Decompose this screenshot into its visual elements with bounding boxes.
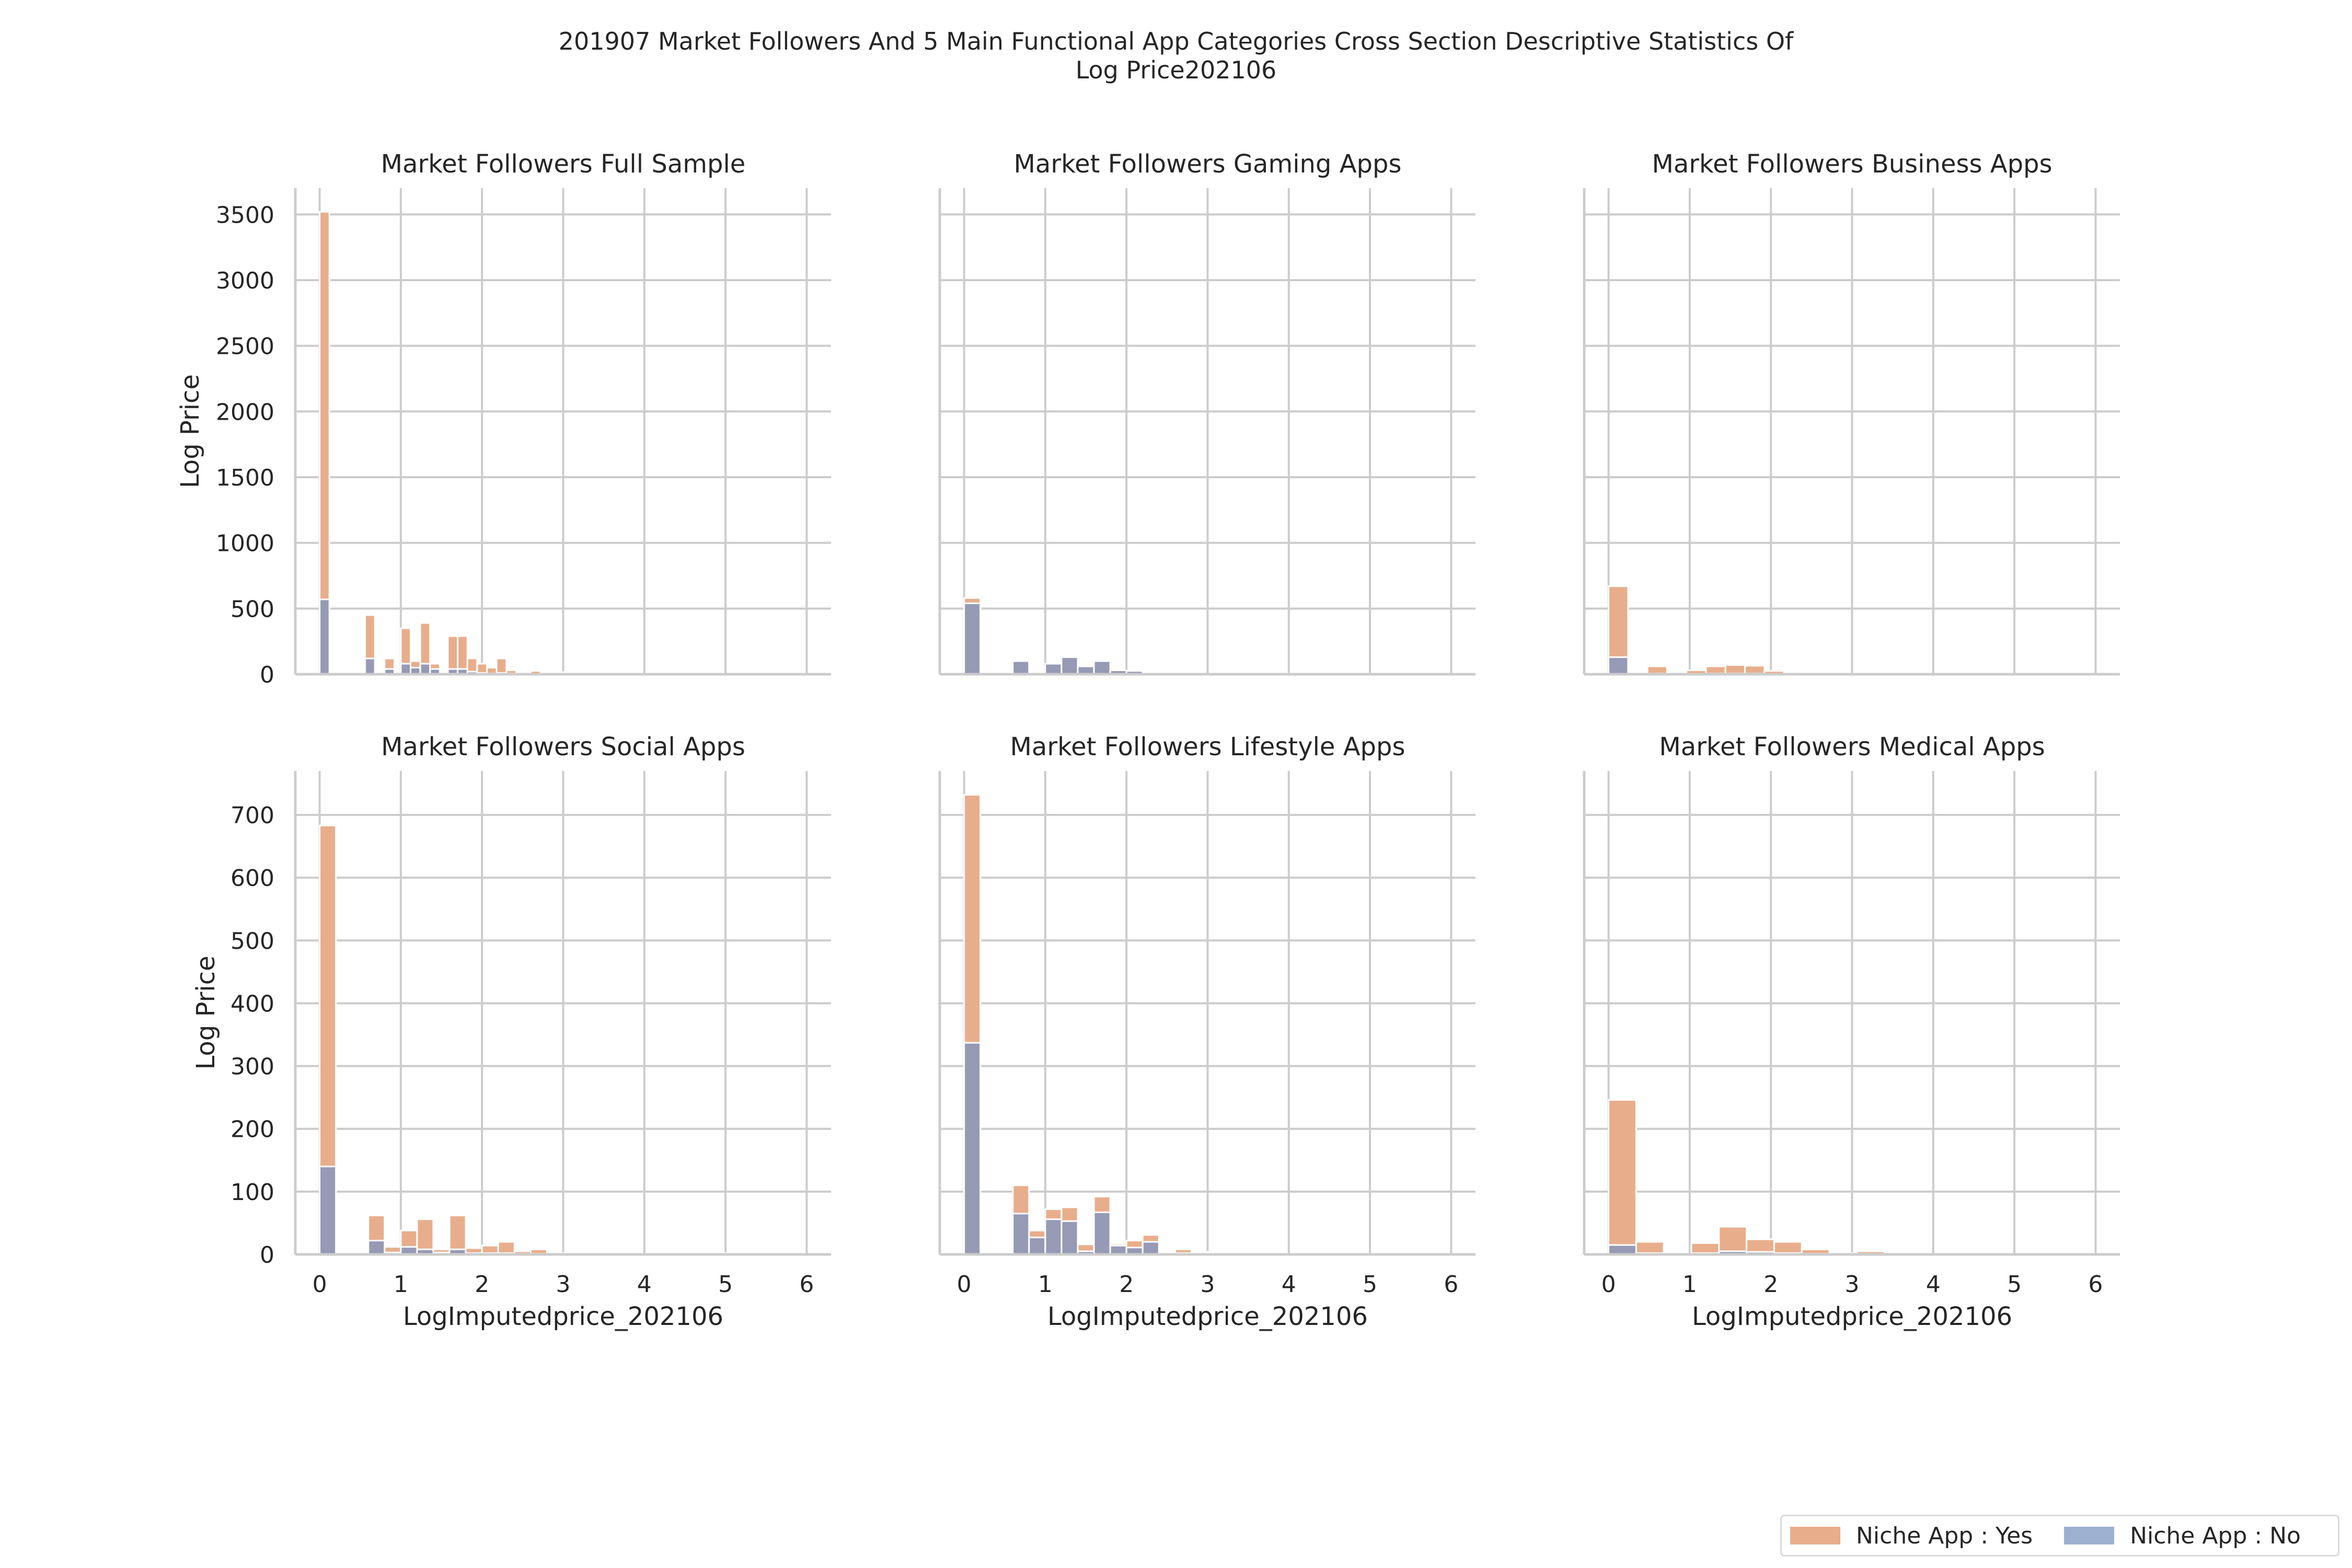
- legend-swatch-yes: [1790, 1527, 1840, 1544]
- legend-swatch-no: [2064, 1527, 2115, 1544]
- panel-4: Market Followers Social Apps010020030040…: [191, 732, 831, 1331]
- y-tick-label: 1500: [216, 465, 274, 491]
- panel-6: Market Followers Medical Apps 0 1 2 3 4 5 6 LogI…: [1583, 732, 2120, 1331]
- bar-no: [1093, 1212, 1111, 1255]
- x-tick-label: 4: [1926, 1271, 1941, 1298]
- x-tick-label: 3: [1201, 1271, 1215, 1298]
- bar-no: [364, 658, 376, 675]
- bar-yes: [448, 1215, 467, 1255]
- x-tick-label: 2: [475, 1271, 489, 1298]
- x-tick-label: 5: [2007, 1271, 2022, 1298]
- legend-item-no: Niche App : No: [2064, 1523, 2301, 1549]
- bar-no: [1093, 660, 1111, 675]
- panel-1: Market Followers Full Sample 0 500 1000 1500…: [176, 149, 831, 688]
- legend-label-yes: Niche App : Yes: [1856, 1522, 2033, 1549]
- bar-no: [1060, 656, 1079, 675]
- y-tick-label: 2000: [216, 399, 274, 425]
- bar-no: [963, 602, 982, 675]
- panel-title: Market Followers Gaming Apps: [1014, 149, 1402, 179]
- bar-no: [319, 1166, 337, 1255]
- x-tick-label: 1: [394, 1271, 408, 1298]
- bar-no: [963, 1042, 982, 1255]
- x-tick-label: 4: [1282, 1271, 1296, 1298]
- y-tick-label: 500: [230, 928, 274, 954]
- x-axis-label: LogImputedprice_202106: [1692, 1302, 2012, 1331]
- figure-title-line-1: 201907 Market Followers And 5 Main Funct…: [559, 27, 1794, 55]
- x-tick-label: 0: [957, 1271, 972, 1298]
- y-tick-label: 400: [230, 990, 274, 1017]
- bar-yes: [1608, 1099, 1637, 1255]
- bar-no: [1012, 660, 1030, 675]
- panel-title: Market Followers Medical Apps: [1659, 732, 2045, 762]
- y-tick-label: 600: [230, 865, 274, 892]
- panel-title: Market Followers Business Apps: [1652, 149, 2052, 179]
- y-axis-label: Log Price: [176, 374, 205, 488]
- x-tick-label: 4: [637, 1271, 652, 1298]
- x-axis-label: LogImputedprice_202106: [403, 1302, 723, 1331]
- x-tick-label: 6: [2088, 1271, 2103, 1298]
- y-tick-label: 3500: [216, 202, 274, 228]
- bar-yes: [416, 1218, 434, 1255]
- x-tick-label: 1: [1682, 1271, 1697, 1298]
- bar-yes: [1773, 1241, 1803, 1255]
- y-tick-label: 500: [230, 596, 274, 622]
- bar-no: [1060, 1220, 1079, 1255]
- bar-no: [419, 663, 431, 675]
- bar-no: [1608, 656, 1629, 675]
- x-tick-label: 6: [799, 1271, 814, 1298]
- x-tick-label: 2: [1119, 1271, 1134, 1298]
- panel-title: Market Followers Social Apps: [381, 732, 745, 762]
- y-tick-label: 3000: [216, 268, 274, 294]
- panel-title: Market Followers Full Sample: [381, 149, 746, 179]
- y-tick-label: 0: [260, 662, 274, 688]
- legend: Niche App : Yes Niche App : No: [1780, 1515, 2339, 1557]
- bar-no: [1044, 1218, 1063, 1255]
- figure-title-line-2: Log Price202106: [1076, 56, 1277, 84]
- bar-yes: [495, 658, 508, 675]
- panel-title: Market Followers Lifestyle Apps: [1010, 732, 1405, 762]
- bar-no: [1028, 1237, 1046, 1255]
- y-tick-label: 300: [230, 1054, 274, 1080]
- y-tick-label: 1000: [216, 531, 274, 557]
- x-tick-label: 2: [1763, 1271, 1778, 1298]
- legend-item-yes: Niche App : Yes: [1790, 1523, 2033, 1549]
- bar-no: [400, 663, 412, 675]
- y-tick-label: 700: [230, 802, 274, 829]
- bar-yes: [1635, 1241, 1665, 1255]
- y-tick-label: 200: [230, 1116, 274, 1143]
- bar-no: [1142, 1241, 1160, 1255]
- x-tick-label: 5: [1363, 1271, 1377, 1298]
- x-tick-label: 0: [1601, 1271, 1616, 1298]
- y-tick-label: 2500: [216, 333, 274, 360]
- x-tick-label: 0: [313, 1271, 327, 1298]
- bar-no: [367, 1240, 386, 1255]
- bar-no: [1608, 1244, 1637, 1255]
- panel-3: Market Followers Business Apps: [1583, 149, 2120, 676]
- bar-no: [1109, 1244, 1127, 1255]
- bar-yes: [497, 1241, 515, 1255]
- y-axis-label: Log Price: [191, 955, 221, 1069]
- x-tick-label: 6: [1444, 1271, 1458, 1298]
- y-tick-label: 100: [230, 1179, 274, 1206]
- bar-no: [1044, 663, 1063, 675]
- x-tick-label: 5: [718, 1271, 733, 1298]
- legend-label-no: Niche App : No: [2130, 1522, 2301, 1549]
- panel-2: Market Followers Gaming Apps: [938, 149, 1475, 676]
- bar-no: [319, 598, 330, 675]
- x-tick-label: 3: [1845, 1271, 1860, 1298]
- x-tick-label: 3: [556, 1271, 571, 1298]
- bar-no: [1012, 1213, 1030, 1255]
- panel-5: Market Followers Lifestyle Apps 0 1 2 3 4 5 6 Lo…: [938, 732, 1475, 1331]
- bar-yes: [1718, 1226, 1748, 1255]
- y-tick-label: 0: [260, 1242, 274, 1269]
- x-axis-label: LogImputedprice_202106: [1047, 1302, 1368, 1331]
- x-tick-label: 1: [1038, 1271, 1053, 1298]
